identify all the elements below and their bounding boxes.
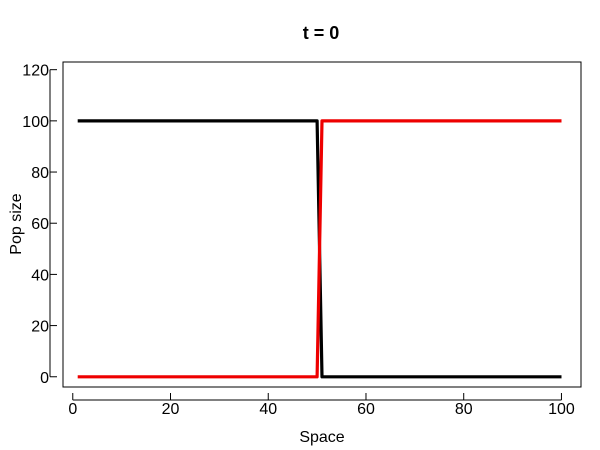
y-axis: 0 20 40 60 80 100 120 <box>22 63 57 387</box>
x-tick-label: 80 <box>455 401 473 418</box>
y-axis-title: Pop size <box>8 193 25 254</box>
y-tick-label: 0 <box>40 370 49 387</box>
y-tick-label: 80 <box>31 165 49 182</box>
plot-frame <box>62 61 582 388</box>
y-tick-label: 20 <box>31 319 49 336</box>
series-line-2 <box>77 119 562 379</box>
series-lines <box>77 119 562 379</box>
x-axis-title: Space <box>299 429 344 446</box>
x-tick-label: 60 <box>357 401 375 418</box>
y-tick-label: 100 <box>22 114 49 131</box>
x-tick-label: 0 <box>68 401 77 418</box>
chart-title: t = 0 <box>303 23 340 43</box>
y-tick-label: 60 <box>31 216 49 233</box>
x-tick-label: 20 <box>162 401 180 418</box>
x-tick-label: 100 <box>548 401 575 418</box>
x-tick-label: 40 <box>259 401 277 418</box>
x-axis: 0 20 40 60 80 100 <box>68 393 575 418</box>
y-tick-label: 120 <box>22 63 49 80</box>
y-tick-label: 40 <box>31 267 49 284</box>
